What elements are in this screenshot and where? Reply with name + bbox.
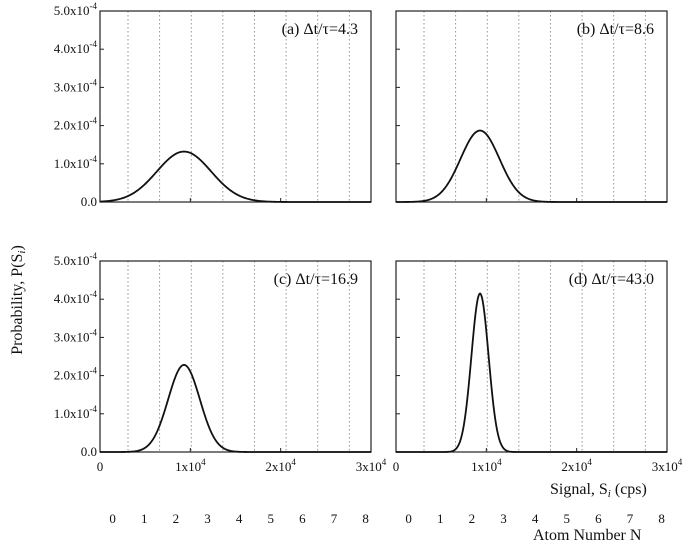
atom-number-label: 2 [469, 511, 476, 526]
y-tick-label: 5.0x10-4 [54, 1, 98, 18]
atom-number-label: 3 [204, 511, 211, 526]
x-tick-label: 0 [393, 459, 400, 474]
panel-d: (d) Δt/τ=43.0 [395, 260, 668, 453]
x-tick-label: 0 [97, 459, 104, 474]
y-tick-label: 1.0x10-4 [54, 404, 98, 421]
x-tick-label: 1x104 [175, 457, 206, 474]
atom-number-label: 2 [173, 511, 180, 526]
y-tick-label: 0.0 [81, 444, 97, 459]
panel-frame [99, 260, 372, 453]
panel-frame [99, 10, 372, 203]
axes-text-group: 0.0 1.0x10-4 2.0x10-4 3.0x10-4 4.0x10-4 5.0x1… [54, 1, 683, 526]
x-axis-title: Signal, Si (cps) [550, 481, 647, 500]
atom-number-label: 6 [595, 511, 602, 526]
panel-label: (b) Δt/τ=8.6 [577, 21, 654, 38]
y-tick-label: 1.0x10-4 [54, 154, 98, 171]
atom-number-label: 0 [405, 511, 412, 526]
atom-number-label: 1 [437, 511, 444, 526]
y-tick-label: 5.0x10-4 [54, 251, 98, 268]
panel-label: (d) Δt/τ=43.0 [569, 271, 654, 288]
y-tick-label: 3.0x10-4 [54, 327, 98, 344]
atom-number-label: 5 [563, 511, 570, 526]
x-tick-label: 3x104 [356, 457, 387, 474]
panel-c: (c) Δt/τ=16.9 [99, 260, 372, 453]
panel-label: (c) Δt/τ=16.9 [274, 271, 358, 288]
y-tick-label: 2.0x10-4 [54, 116, 98, 133]
atom-number-label: 7 [331, 511, 338, 526]
atom-number-label: 4 [236, 511, 243, 526]
series-curve [100, 363, 371, 453]
panel-frame [395, 260, 668, 453]
atom-number-label: 6 [299, 511, 306, 526]
atom-number-label: 5 [267, 511, 274, 526]
atom-axis-title: Atom Number N [533, 527, 642, 544]
y-tick-label: 4.0x10-4 [54, 39, 98, 56]
atom-number-label: 8 [658, 511, 665, 526]
x-tick-label: 2x104 [561, 457, 592, 474]
y-tick-label: 4.0x10-4 [54, 289, 98, 306]
series-curve [99, 150, 371, 203]
y-tick-label: 0.0 [81, 194, 97, 209]
panels-group: (a) Δt/τ=4.3 (b) Δt/τ=8.6 (c) Δt/τ=16.9 (d)… [99, 10, 668, 453]
atom-number-label: 4 [532, 511, 539, 526]
atom-number-label: 8 [362, 511, 369, 526]
y-tick-label: 3.0x10-4 [54, 77, 98, 94]
x-tick-label: 2x104 [265, 457, 296, 474]
x-tick-label: 3x104 [652, 457, 683, 474]
atom-number-label: 1 [141, 511, 148, 526]
y-axis-title: Probability, P(Si) [9, 245, 28, 355]
y-tick-label: 2.0x10-4 [54, 366, 98, 383]
x-tick-label: 1x104 [471, 457, 502, 474]
panel-label: (a) Δt/τ=4.3 [282, 21, 358, 38]
panel-frame [395, 10, 668, 203]
series-curve [396, 292, 667, 453]
panel-b: (b) Δt/τ=8.6 [395, 10, 668, 203]
panel-a: (a) Δt/τ=4.3 [99, 10, 372, 203]
atom-number-label: 0 [109, 511, 116, 526]
series-curve [396, 129, 667, 203]
atom-number-label: 7 [627, 511, 634, 526]
atom-number-label: 3 [500, 511, 507, 526]
